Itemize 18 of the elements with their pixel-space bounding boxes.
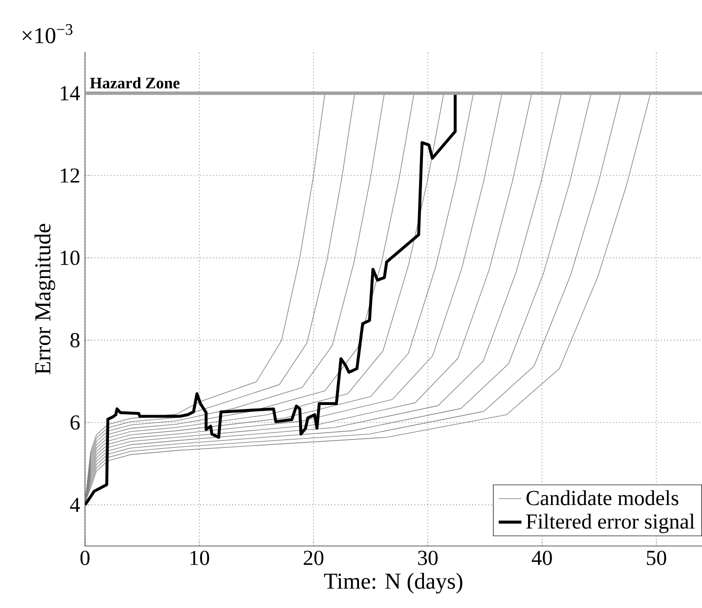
y-tick-label: 4 bbox=[70, 498, 80, 512]
x-tick-label: 40 bbox=[532, 550, 552, 566]
x-tick-label: 50 bbox=[646, 550, 666, 566]
y-tick-label: 10 bbox=[60, 250, 80, 266]
x-tick-label: 10 bbox=[190, 550, 210, 566]
text: ×10$^{−3}$ bbox=[22, 24, 72, 44]
y-axis-title: Error Magnitude bbox=[34, 224, 56, 374]
x-tick-label: 20 bbox=[304, 550, 324, 566]
ref-line-label: Hazard Zone bbox=[90, 77, 180, 88]
y-tick-label: 6 bbox=[70, 415, 80, 430]
legend-label: Candidate models bbox=[526, 490, 678, 506]
x-tick-label: 30 bbox=[418, 550, 438, 566]
y-tick-label: 12 bbox=[60, 168, 80, 183]
x-tick-label: 0 bbox=[80, 550, 90, 566]
y-tick-label: 14 bbox=[60, 86, 80, 100]
legend-label: Filtered error signal bbox=[526, 514, 695, 534]
y-tick-label: 8 bbox=[70, 332, 80, 348]
x-axis-title: Time: N (days) bbox=[324, 572, 462, 594]
